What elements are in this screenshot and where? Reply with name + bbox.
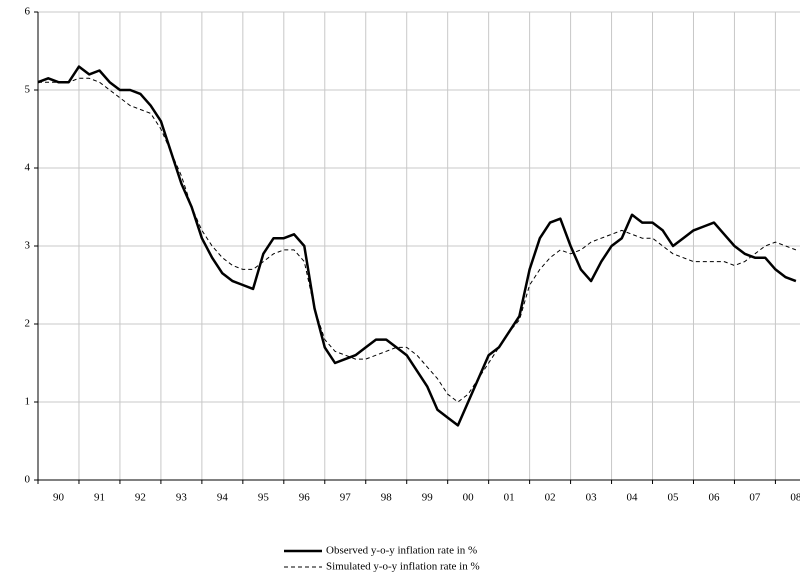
x-tick-label: 03	[586, 492, 598, 504]
x-tick-label: 05	[668, 492, 680, 504]
x-tick-label: 95	[258, 492, 270, 504]
x-tick-label: 06	[708, 492, 720, 504]
x-tick-label: 02	[545, 492, 556, 504]
y-tick-label: 3	[25, 240, 31, 252]
x-tick-label: 91	[94, 492, 105, 504]
series-line	[37, 65, 797, 427]
x-tick-label: 07	[749, 492, 761, 504]
y-tick-label: 0	[25, 474, 31, 486]
x-tick-label: 08	[790, 492, 800, 504]
legend-label: Observed y-o-y inflation rate in %	[326, 545, 477, 557]
legend-label: Simulated y-o-y inflation rate in %	[326, 561, 480, 573]
x-tick-label: 97	[340, 492, 352, 504]
x-tick-label: 98	[381, 492, 393, 504]
y-tick-label: 4	[25, 162, 31, 174]
y-tick-label: 5	[25, 84, 31, 96]
x-tick-label: 94	[217, 492, 229, 504]
y-tick-label: 1	[25, 396, 31, 408]
y-tick-label: 2	[25, 318, 31, 330]
x-tick-label: 01	[504, 492, 515, 504]
x-tick-label: 92	[135, 492, 146, 504]
x-tick-label: 00	[463, 492, 475, 504]
series-line	[38, 77, 797, 403]
x-tick-label: 99	[422, 492, 434, 504]
x-tick-label: 90	[53, 492, 65, 504]
x-tick-label: 04	[627, 492, 639, 504]
y-tick-label: 6	[25, 6, 31, 18]
x-tick-label: 93	[176, 492, 188, 504]
x-tick-label: 96	[299, 492, 311, 504]
